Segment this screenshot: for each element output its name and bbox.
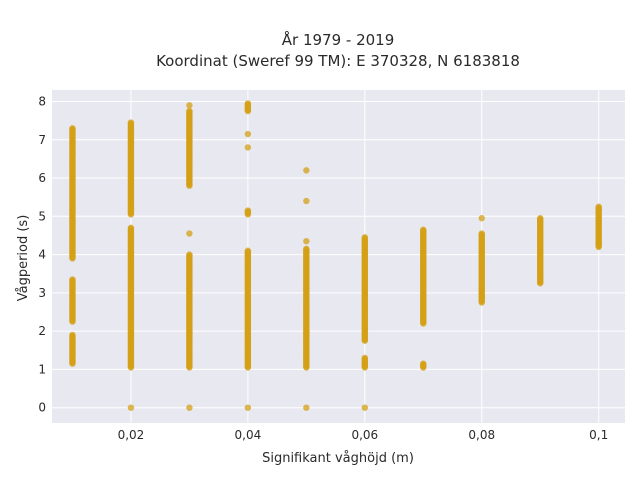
x-tick-label: 0,04 xyxy=(235,428,262,442)
data-point xyxy=(537,215,544,222)
chart-title-line-1: År 1979 - 2019 xyxy=(282,30,395,49)
data-point xyxy=(244,404,252,411)
data-point xyxy=(303,237,310,245)
y-tick-label: 6 xyxy=(38,171,46,185)
plot-area xyxy=(52,90,625,423)
data-point xyxy=(244,100,252,107)
data-point xyxy=(244,130,252,138)
y-tick-label: 8 xyxy=(38,94,46,108)
data-point xyxy=(303,245,310,253)
data-point xyxy=(127,224,135,231)
x-tick-labels: 0,02 0,04 0,06 0,08 0,1 xyxy=(118,428,609,442)
y-tick-labels: 0 1 2 3 4 5 6 7 8 xyxy=(38,94,46,414)
data-point xyxy=(244,207,252,214)
data-point xyxy=(303,167,310,174)
data-point xyxy=(478,215,485,222)
data-point xyxy=(303,404,310,411)
x-axis-title: Signifikant våghöjd (m) xyxy=(262,451,414,466)
data-point xyxy=(244,247,252,254)
x-tick-label: 0,08 xyxy=(468,428,495,442)
x-tick-label: 0,06 xyxy=(351,428,378,442)
x-tick-label: 0,1 xyxy=(589,428,608,442)
data-point xyxy=(186,251,193,258)
y-tick-label: 5 xyxy=(38,209,46,223)
data-point xyxy=(186,102,193,109)
data-point xyxy=(361,234,369,241)
data-point xyxy=(595,203,602,210)
chart-title-line-2: Koordinat (Sweref 99 TM): E 370328, N 61… xyxy=(156,52,520,70)
y-tick-label: 2 xyxy=(38,324,46,338)
y-axis-title: Vågperiod (s) xyxy=(16,215,31,302)
data-point xyxy=(420,360,427,367)
y-tick-label: 0 xyxy=(38,401,46,415)
data-point xyxy=(420,226,427,233)
y-tick-label: 4 xyxy=(38,248,46,262)
data-point xyxy=(303,197,310,205)
data-point xyxy=(186,107,193,115)
data-point xyxy=(244,144,252,151)
data-point xyxy=(69,331,76,339)
data-point xyxy=(478,230,485,237)
data-point xyxy=(127,119,135,126)
y-tick-label: 3 xyxy=(38,286,46,300)
y-tick-label: 7 xyxy=(38,133,46,147)
data-point xyxy=(186,230,193,237)
data-point xyxy=(361,404,369,411)
data-point xyxy=(361,354,369,362)
data-points xyxy=(69,100,602,411)
y-tick-label: 1 xyxy=(38,362,46,376)
x-tick-label: 0,02 xyxy=(118,428,145,442)
data-point xyxy=(69,125,76,132)
data-point xyxy=(127,404,135,411)
data-point xyxy=(69,276,76,283)
data-point xyxy=(186,404,193,411)
